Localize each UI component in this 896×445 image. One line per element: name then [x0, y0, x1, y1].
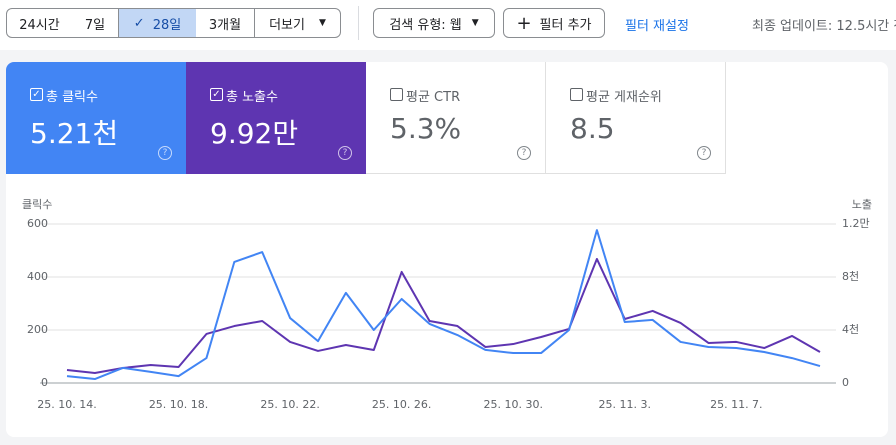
y2-axis-title: 노출	[852, 198, 872, 211]
x-tick-label: 25. 10. 22.	[260, 398, 319, 411]
button-label: 7일	[84, 17, 106, 33]
button-label: 검색 유형: 웹	[389, 17, 462, 33]
x-tick-label: 25. 10. 14.	[37, 398, 96, 411]
x-tick-label: 25. 10. 30.	[483, 398, 542, 411]
y2-tick-label: 4천	[842, 322, 859, 336]
metric-label: 총 노출수	[226, 90, 278, 105]
dropdown-icon: ▼	[471, 18, 479, 28]
line-series	[66, 229, 821, 381]
metric-label: 평균 CTR	[406, 90, 461, 105]
x-tick-label: 25. 11. 7.	[710, 398, 762, 411]
checkbox: ✓	[30, 88, 43, 101]
y-tick-label: 600	[27, 217, 48, 230]
check-icon: ✓	[133, 15, 145, 31]
metric-card[interactable]: ✓ 총 클릭수 5.21천?	[6, 62, 186, 174]
button-label: 3개월	[208, 17, 242, 33]
help-icon: ?	[158, 146, 172, 160]
metric-label: 총 클릭수	[46, 90, 98, 105]
add-filter-button[interactable]: + 필터 추가	[503, 8, 605, 38]
divider	[358, 6, 359, 40]
y2-tick-label: 8천	[842, 269, 859, 283]
metric-value: 5.21천	[30, 117, 119, 150]
y2-tick-label: 0	[842, 376, 849, 389]
y-tick-label: 0	[41, 376, 48, 389]
button-label: 24시간	[19, 17, 60, 33]
performance-card: ✓ 총 클릭수 5.21천? ✓ 총 노출수 9.92만? 평균 CTR 5.3%? 평균…	[6, 62, 888, 437]
more-button[interactable]: 더보기 ▼	[254, 8, 341, 38]
metric-value: 5.3%	[390, 112, 462, 145]
x-tick-label: 25. 11. 3.	[599, 398, 651, 411]
help-icon: ?	[338, 146, 352, 160]
metric-card[interactable]: 평균 CTR 5.3%?	[366, 62, 546, 174]
last-update: 최종 업데이트: 12.5시간 전	[752, 19, 896, 34]
help-icon: ?	[697, 146, 711, 160]
y-tick-label: 200	[27, 323, 48, 336]
x-tick-label: 25. 10. 26.	[372, 398, 431, 411]
metric-card[interactable]: ✓ 총 노출수 9.92만?	[186, 62, 366, 174]
toolbar: 24시간 7일 ✓ 28일 3개월 더보기 ▼ 검색 유형: 웹 ▼ + 필터 추가 필…	[0, 0, 896, 50]
metric-value: 8.5	[570, 112, 615, 145]
x-tick-label: 25. 10. 18.	[149, 398, 208, 411]
button-label: 필터 추가	[539, 17, 592, 33]
checkbox: ✓	[210, 88, 223, 101]
button-label: 더보기	[269, 17, 305, 33]
metric-value: 9.92만	[210, 117, 299, 150]
checkbox	[390, 88, 403, 101]
help-icon: ?	[517, 146, 531, 160]
line-series	[66, 257, 821, 374]
y2-tick-label: 1.2만	[842, 217, 870, 230]
button-label: 28일	[152, 17, 182, 33]
metric-card[interactable]: 평균 게재순위 8.5?	[546, 62, 726, 174]
checkbox	[570, 88, 583, 101]
dropdown-icon: ▼	[318, 18, 326, 28]
metric-label: 평균 게재순위	[586, 90, 662, 105]
reset-filter-link[interactable]: 필터 재설정	[625, 19, 689, 34]
y-tick-label: 400	[27, 270, 48, 283]
range-button[interactable]: 24시간	[6, 8, 73, 38]
search-type-button[interactable]: 검색 유형: 웹 ▼	[373, 8, 495, 38]
y-axis-title: 클릭수	[22, 198, 52, 211]
plus-icon: +	[516, 12, 532, 34]
